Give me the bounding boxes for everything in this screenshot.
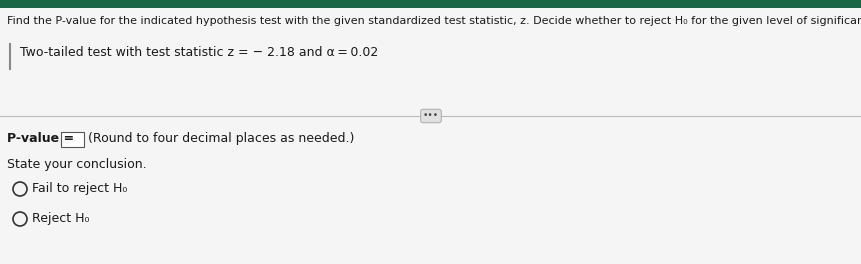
Text: Two-tailed test with test statistic z = − 2.18 and α = 0.02: Two-tailed test with test statistic z = … [20, 46, 378, 59]
Text: Reject H₀: Reject H₀ [32, 212, 90, 225]
Text: P-value =: P-value = [7, 132, 78, 145]
Text: Find the P-value for the indicated hypothesis test with the given standardized t: Find the P-value for the indicated hypot… [7, 16, 861, 26]
FancyBboxPatch shape [61, 131, 84, 147]
FancyBboxPatch shape [0, 0, 861, 8]
Text: •••: ••• [423, 111, 438, 120]
Text: State your conclusion.: State your conclusion. [7, 158, 146, 171]
Text: Fail to reject H₀: Fail to reject H₀ [32, 182, 127, 195]
Text: (Round to four decimal places as needed.): (Round to four decimal places as needed.… [88, 132, 354, 145]
FancyBboxPatch shape [0, 8, 861, 264]
